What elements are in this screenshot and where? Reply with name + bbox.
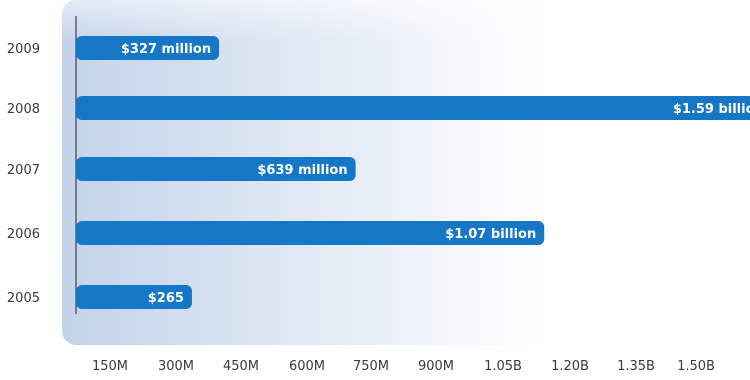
category-label-2006: 2006 [7,227,40,242]
x-tick-label: 900M [418,359,454,374]
x-tick-label: 1.35B [617,359,655,374]
plot-panel-fade [62,0,750,345]
bar-value-label-2006: $1.07 billion [445,227,536,242]
category-label-2009: 2009 [7,42,40,57]
x-tick-label: 1.05B [484,359,522,374]
x-tick-label: 1.20B [551,359,589,374]
bar-value-label-2008: $1.59 billion [673,102,750,117]
category-label-2008: 2008 [7,102,40,117]
x-tick-label: 1.50B [677,359,715,374]
x-tick-label: 300M [158,359,194,374]
category-label-2005: 2005 [7,291,40,306]
category-label-2007: 2007 [7,163,40,178]
bar-2009 [76,36,220,60]
x-tick-label: 150M [92,359,128,374]
x-tick-label: 450M [223,359,259,374]
bar-value-label-2009: $327 million [121,42,211,57]
bar-2007 [76,157,356,181]
x-tick-label: 600M [289,359,325,374]
x-tick-label: 750M [353,359,389,374]
bar-2008 [76,96,750,120]
bar-2005 [76,285,192,309]
bar-value-label-2005: $265 [148,291,184,306]
bar-2006 [76,221,545,245]
bar-value-label-2007: $639 million [257,163,347,178]
